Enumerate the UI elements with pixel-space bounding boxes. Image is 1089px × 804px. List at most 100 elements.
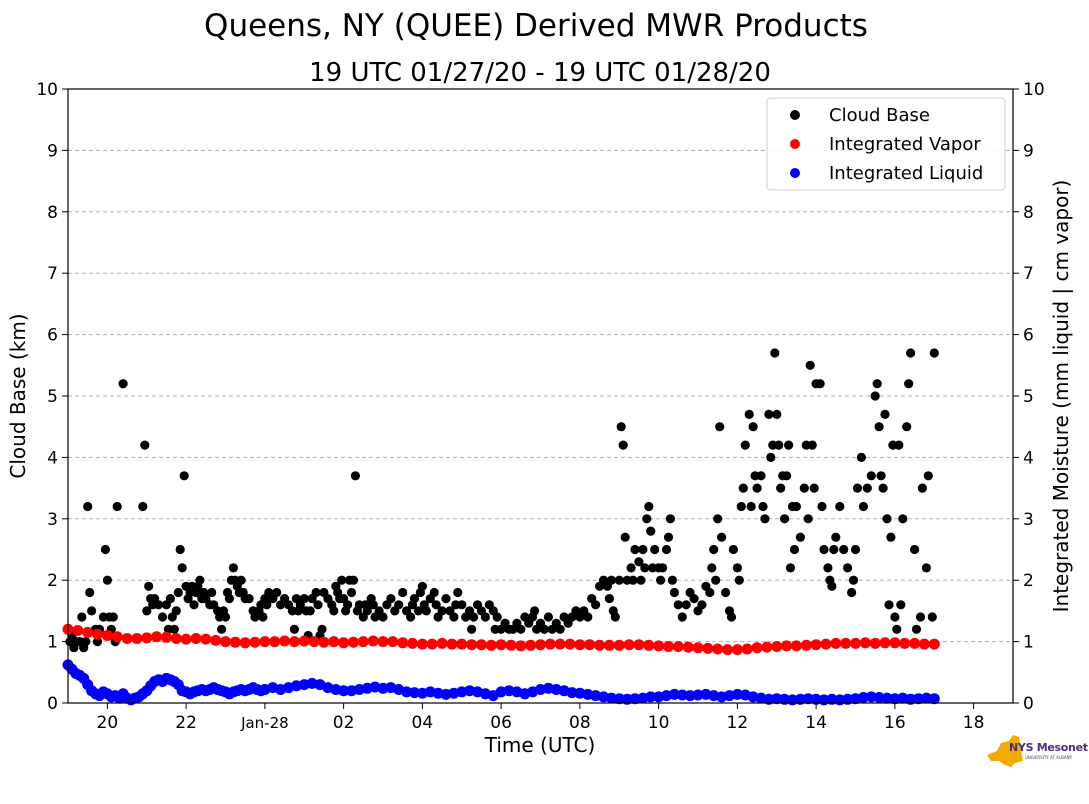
cloud-base-point [583, 612, 593, 622]
cloud-base-point [83, 501, 93, 512]
cloud-base-point [606, 575, 617, 585]
y-tick-label-right: 10 [1023, 80, 1045, 100]
integrated-vapor-point [564, 638, 576, 650]
integrated-vapor-point [397, 637, 409, 649]
y-tick-label-right: 2 [1023, 571, 1034, 591]
cloud-base-point [847, 587, 857, 598]
cloud-base-point [628, 575, 638, 585]
integrated-vapor-point [771, 641, 783, 652]
cloud-base-point [862, 483, 872, 493]
integrated-vapor-point [840, 637, 852, 649]
integrated-vapor-point [72, 625, 84, 636]
integrated-vapor-point [357, 636, 369, 648]
cloud-base-point [492, 612, 502, 622]
cloud-base-point [770, 348, 780, 358]
integrated-vapor-series [62, 623, 940, 656]
integrated-vapor-point [830, 637, 842, 649]
cloud-base-point [299, 594, 309, 604]
cloud-base-point [272, 587, 282, 598]
cloud-base-point [774, 440, 784, 450]
integrated-liquid-point [881, 692, 893, 704]
cloud-base-point [728, 544, 739, 555]
integrated-vapor-point [446, 638, 458, 650]
cloud-base-point [829, 544, 839, 555]
cloud-base-point [417, 581, 427, 591]
integrated-vapor-point [210, 634, 222, 646]
cloud-base-point [77, 612, 87, 622]
cloud-base-point [835, 501, 845, 512]
cloud-base-point [189, 600, 199, 610]
cloud-base-point [634, 557, 644, 567]
integrated-vapor-point [544, 638, 556, 650]
cloud-base-point [823, 563, 833, 573]
cloud-base-point [591, 600, 601, 610]
integrated-vapor-point [466, 639, 478, 651]
legend-marker-integrated-vapor [790, 139, 800, 149]
cloud-base-point [760, 514, 770, 524]
x-tick-label: 18 [963, 713, 985, 733]
cloud-base-point [467, 624, 477, 634]
cloud-base-point [140, 440, 150, 450]
cloud-base-point [92, 637, 103, 647]
cloud-base-point [713, 514, 723, 524]
cloud-base-point [604, 594, 615, 604]
integrated-vapor-point [633, 639, 645, 651]
cloud-base-point [711, 575, 721, 585]
cloud-base-point [740, 440, 750, 450]
cloud-base-point [112, 501, 122, 512]
cloud-base-point [258, 612, 268, 622]
cloud-base-point [543, 612, 554, 622]
cloud-base-point [795, 532, 806, 542]
cloud-base-point [894, 440, 904, 450]
cloud-base-point [819, 544, 829, 555]
cloud-base-point [848, 575, 859, 585]
cloud-base-point [81, 637, 91, 647]
integrated-vapor-point [928, 638, 940, 650]
integrated-vapor-point [367, 635, 379, 647]
integrated-liquid-point [731, 688, 743, 700]
cloud-base-point [177, 563, 187, 573]
integrated-vapor-point [485, 639, 497, 651]
integrated-vapor-point [239, 637, 251, 649]
y-tick-label-right: 5 [1023, 387, 1034, 407]
cloud-base-point [348, 575, 359, 585]
integrated-liquid-point [810, 693, 822, 705]
integrated-vapor-point [879, 637, 891, 649]
cloud-base-point [709, 544, 719, 555]
integrated-liquid-point [684, 690, 696, 702]
cloud-base-point [457, 600, 467, 610]
cloud-base-point [618, 440, 628, 450]
right-axis: 0 1 2 3 4 5 6 7 8 9 10 [1013, 80, 1045, 714]
cloud-base-point [784, 440, 794, 450]
integrated-vapor-point [475, 639, 487, 651]
integrated-vapor-point [790, 640, 802, 652]
x-tick-label: 20 [97, 713, 119, 733]
cloud-base-point [789, 544, 800, 555]
integrated-vapor-point [131, 633, 143, 644]
cloud-base-point [406, 612, 416, 622]
cloud-base-point [480, 612, 490, 622]
y-tick-label-left: 8 [47, 203, 58, 223]
cloud-base-point [630, 544, 640, 555]
legend: Cloud Base Integrated Vapor Integrated L… [766, 97, 1006, 191]
cloud-base-point [640, 563, 650, 573]
cloud-base-point [717, 532, 727, 542]
cloud-base-point [313, 600, 323, 610]
cloud-base-point [815, 379, 825, 389]
integrated-liquid-point [920, 692, 932, 704]
integrated-vapor-point [722, 644, 733, 656]
cloud-base-point [843, 563, 853, 573]
cloud-base-point [108, 612, 118, 622]
cloud-base-point [614, 575, 624, 585]
cloud-base-point [142, 606, 152, 616]
cloud-base-point [398, 587, 408, 598]
integrated-vapor-point [702, 642, 714, 654]
cloud-base-point [744, 409, 754, 419]
cloud-base-point [898, 514, 908, 524]
cloud-base-point [667, 575, 678, 585]
integrated-liquid-point [779, 693, 791, 705]
nys-mesonet-logo: NYS Mesonet UNIVERSITY AT ALBANY [985, 731, 1088, 771]
legend-label-cloud-base: Cloud Base [829, 105, 930, 126]
integrated-vapor-point [190, 633, 202, 644]
ny-state-shape-icon [987, 735, 1023, 767]
